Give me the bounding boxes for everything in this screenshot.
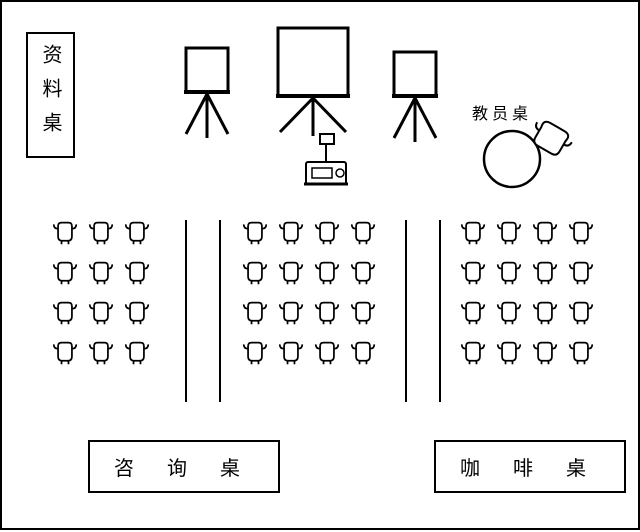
chair-icon: [460, 340, 486, 371]
chair-icon: [350, 300, 376, 331]
seat-block-mid: [242, 220, 376, 366]
chair-icon: [52, 220, 78, 251]
chair-icon: [242, 260, 268, 291]
chair-icon: [350, 340, 376, 371]
chair-icon: [88, 340, 114, 371]
chair-icon: [278, 300, 304, 331]
chair-icon: [88, 220, 114, 251]
chair-icon: [532, 220, 558, 251]
seat-block-left: [52, 220, 150, 366]
seat-block-right: [460, 220, 594, 366]
chair-icon: [242, 300, 268, 331]
chair-icon: [496, 300, 522, 331]
chair-icon: [124, 300, 150, 331]
chair-icon: [314, 260, 340, 291]
chair-icon: [568, 220, 594, 251]
chair-icon: [88, 300, 114, 331]
chair-icon: [350, 260, 376, 291]
chair-icon: [532, 340, 558, 371]
chair-icon: [314, 340, 340, 371]
chair-icon: [496, 260, 522, 291]
chair-icon: [52, 340, 78, 371]
chair-icon: [568, 260, 594, 291]
chair-icon: [460, 220, 486, 251]
chair-icon: [460, 260, 486, 291]
chair-icon: [124, 220, 150, 251]
chair-icon: [88, 260, 114, 291]
chair-icon: [124, 260, 150, 291]
chair-icon: [350, 220, 376, 251]
chair-icon: [278, 260, 304, 291]
inquiry-desk-label: 咨 询 桌: [114, 458, 254, 480]
chair-icon: [568, 340, 594, 371]
chair-icon: [532, 260, 558, 291]
chair-icon: [460, 300, 486, 331]
chair-icon: [52, 300, 78, 331]
chair-icon: [278, 340, 304, 371]
chair-icon: [314, 220, 340, 251]
chair-icon: [532, 300, 558, 331]
coffee-desk-label: 咖 啡 桌: [460, 458, 600, 480]
inquiry-desk-box: 咨 询 桌: [88, 440, 280, 493]
chair-icon: [124, 340, 150, 371]
chair-icon: [496, 340, 522, 371]
chair-icon: [568, 300, 594, 331]
coffee-desk-box: 咖 啡 桌: [434, 440, 626, 493]
chair-icon: [52, 260, 78, 291]
chair-icon: [278, 220, 304, 251]
floorplan-canvas: 资料桌: [0, 0, 640, 530]
chair-icon: [496, 220, 522, 251]
chair-icon: [242, 220, 268, 251]
chair-icon: [314, 300, 340, 331]
chair-icon: [242, 340, 268, 371]
